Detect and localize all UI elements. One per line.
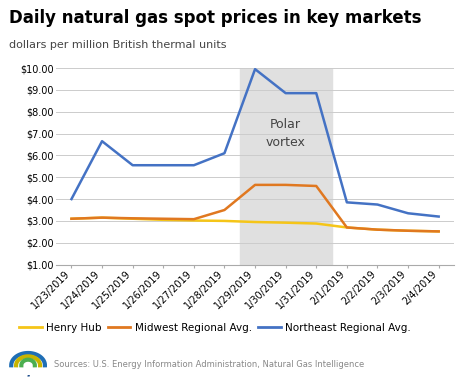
Bar [240,68,331,265]
Legend: Henry Hub, Midwest Regional Avg., Northeast Regional Avg.: Henry Hub, Midwest Regional Avg., Northe… [15,319,415,337]
Text: Sources: U.S. Energy Information Administration, Natural Gas Intelligence: Sources: U.S. Energy Information Adminis… [54,360,364,369]
Text: Daily natural gas spot prices in key markets: Daily natural gas spot prices in key mar… [9,9,422,28]
Text: eia: eia [17,375,39,378]
Text: Polar
vortex: Polar vortex [266,118,306,149]
Text: dollars per million British thermal units: dollars per million British thermal unit… [9,40,227,50]
